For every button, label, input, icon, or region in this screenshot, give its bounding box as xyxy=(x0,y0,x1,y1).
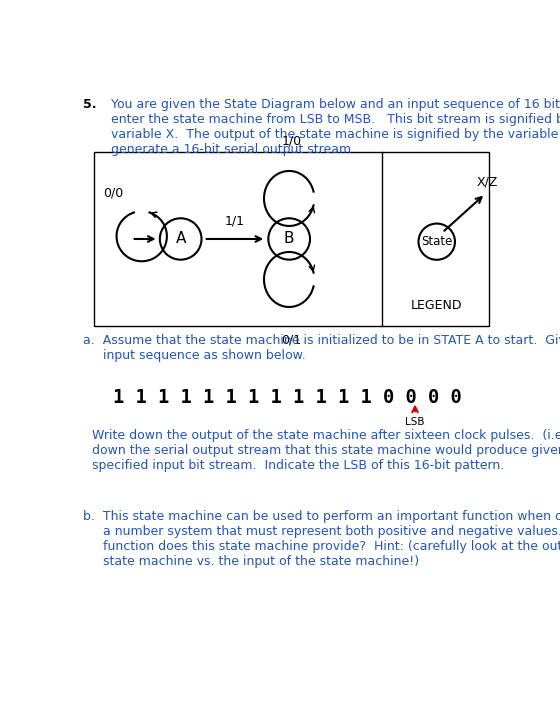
Text: You are given the State Diagram below and an input sequence of 16 bits.  The bit: You are given the State Diagram below an… xyxy=(111,98,560,156)
Text: b.  This state machine can be used to perform an important function when one is : b. This state machine can be used to per… xyxy=(83,510,560,568)
Text: 0/0: 0/0 xyxy=(103,187,124,200)
FancyBboxPatch shape xyxy=(94,152,489,326)
Text: State: State xyxy=(421,235,452,249)
Text: 5.: 5. xyxy=(83,98,96,111)
Text: a.  Assume that the state machine is initialized to be in STATE A to start.  Giv: a. Assume that the state machine is init… xyxy=(83,334,560,362)
Text: B: B xyxy=(284,232,295,246)
Text: 1/0: 1/0 xyxy=(281,135,301,148)
Text: Write down the output of the state machine after sixteen clock pulses.  (i.e., W: Write down the output of the state machi… xyxy=(92,429,560,472)
Text: LEGEND: LEGEND xyxy=(411,299,463,312)
Text: 0/1: 0/1 xyxy=(281,334,301,347)
Text: X/Z: X/Z xyxy=(477,175,498,189)
Text: 1/1: 1/1 xyxy=(225,214,245,227)
Text: A: A xyxy=(175,232,186,246)
Text: 1 1 1 1 1 1 1 1 1 1 1 1 0 0 0 0: 1 1 1 1 1 1 1 1 1 1 1 1 0 0 0 0 xyxy=(113,388,461,407)
Text: LSB: LSB xyxy=(405,417,425,427)
